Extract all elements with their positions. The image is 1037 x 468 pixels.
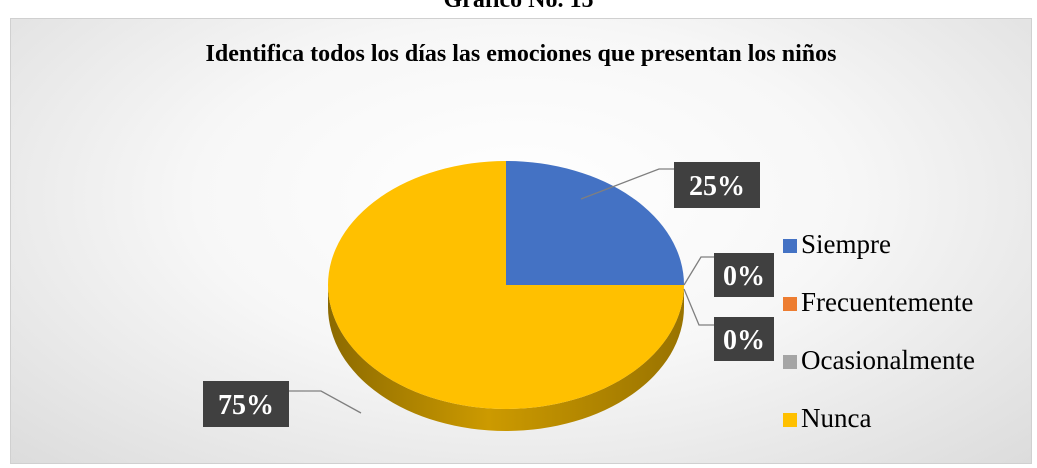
data-label-box-siempre	[674, 162, 760, 208]
pie-slice-siempre	[506, 161, 684, 285]
legend-swatch-nunca	[783, 413, 797, 427]
legend-label-siempre: Siempre	[801, 229, 891, 259]
data-label-ocasionalmente: 0%	[723, 325, 765, 356]
data-label-nunca: 75%	[218, 390, 274, 421]
chart-title: Identifica todos los días las emociones …	[205, 41, 837, 67]
legend-label-frecuentemente: Frecuentemente	[801, 287, 973, 317]
leader-line-frecuentemente	[683, 256, 714, 286]
legend-swatch-frecuentemente	[783, 297, 797, 311]
legend-label-ocasionalmente: Ocasionalmente	[801, 345, 975, 375]
legend-label-nunca: Nunca	[801, 403, 871, 433]
data-label-siempre: 25%	[689, 171, 745, 202]
legend-swatch-ocasionalmente	[783, 355, 797, 369]
data-label-box-nunca	[203, 381, 289, 427]
legend-swatch-siempre	[783, 239, 797, 253]
leader-line-ocasionalmente	[683, 288, 714, 326]
pie-slice-side-nunca	[328, 285, 684, 431]
pie-slice-nunca	[328, 161, 684, 409]
data-label-box-frecuentemente	[714, 253, 774, 297]
leader-line-nunca	[289, 390, 362, 414]
figure-heading: Gráfico No. 15	[443, 0, 594, 13]
data-label-box-ocasionalmente	[714, 317, 774, 361]
data-label-frecuentemente: 0%	[723, 261, 765, 292]
pie-chart: 25% 0% 0% 75% Siempre Frecuentemente Ocasiona…	[203, 161, 975, 433]
chart-area: Identifica todos los días las emociones …	[10, 18, 1032, 464]
leader-line-siempre	[580, 168, 674, 200]
